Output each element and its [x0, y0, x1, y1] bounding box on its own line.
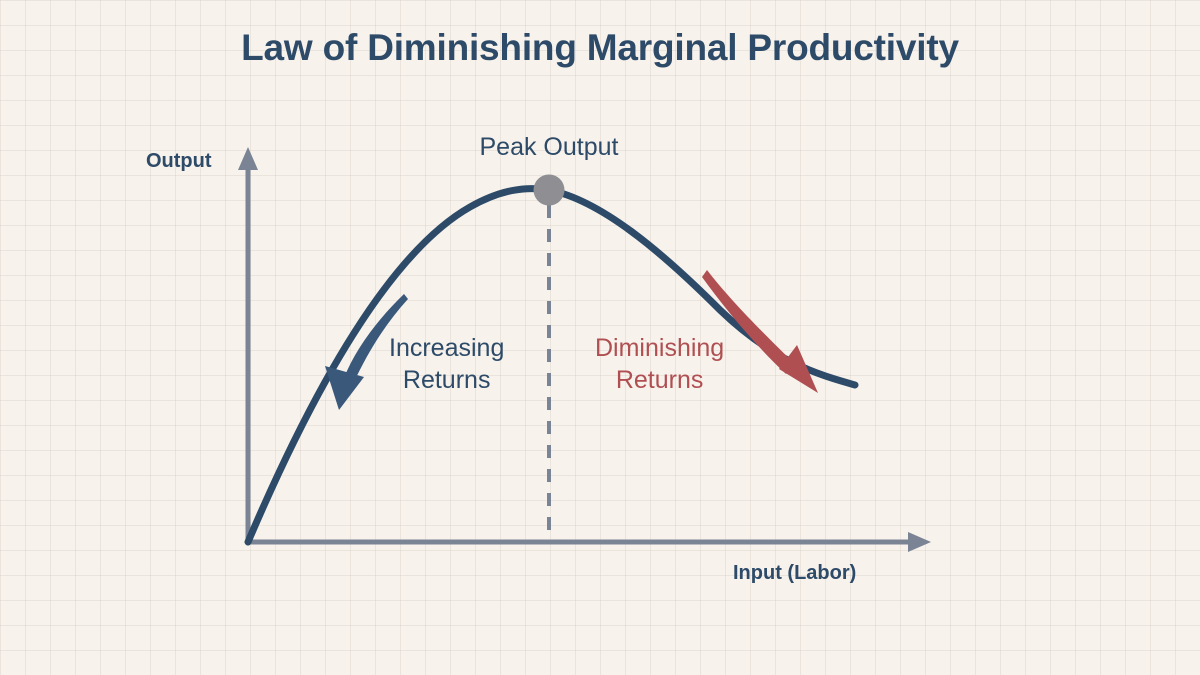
diminishing-returns-line1: Diminishing — [595, 334, 725, 362]
increasing-returns-arrow — [325, 294, 408, 410]
page-title: Law of Diminishing Marginal Productivity — [241, 27, 959, 68]
y-axis-label: Output — [146, 150, 212, 172]
x-axis — [248, 532, 931, 552]
increasing-returns-line1: Increasing — [389, 334, 505, 362]
diminishing-returns-arrow — [702, 270, 818, 393]
x-axis-label: Input (Labor) — [733, 562, 857, 584]
increasing-returns-label: Increasing Returns — [389, 332, 504, 396]
increasing-returns-line2: Returns — [402, 366, 491, 394]
output-curve — [244, 185, 859, 546]
y-axis — [238, 147, 258, 542]
diminishing-returns-line2: Returns — [615, 366, 704, 394]
diminishing-returns-label: Diminishing Returns — [595, 332, 724, 396]
peak-output-dot — [533, 174, 565, 206]
peak-output-label: Peak Output — [479, 133, 619, 161]
